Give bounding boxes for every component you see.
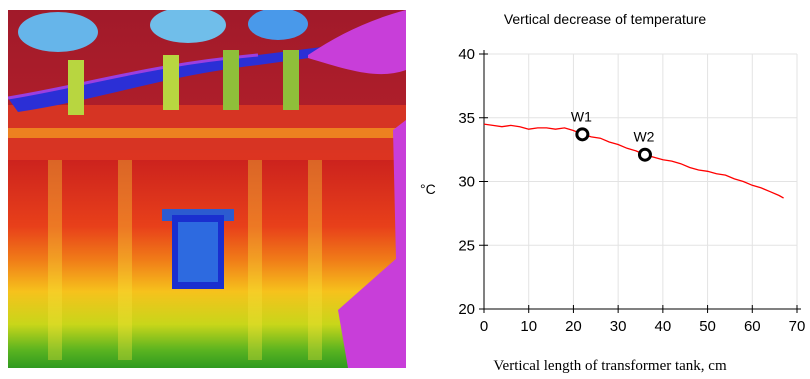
x-tick-label: 10 [520, 318, 537, 335]
marker-w1 [575, 127, 590, 142]
x-tick-label: 50 [699, 318, 716, 335]
thermal-image [8, 10, 406, 368]
y-tick-label: 20 [458, 301, 475, 318]
x-axis-label: Vertical length of transformer tank, cm [493, 358, 727, 374]
x-tick-label: 60 [744, 318, 761, 335]
marker-w1-label: W1 [571, 108, 592, 124]
y-tick-label: 40 [458, 46, 475, 63]
y-tick-label: 35 [458, 110, 475, 127]
insulator-icon [68, 50, 299, 115]
temperature-line [483, 123, 784, 199]
series [483, 123, 784, 199]
inspection-window-icon [162, 209, 234, 289]
bushing-icon [18, 10, 308, 52]
x-tick-label: 40 [655, 318, 672, 335]
marker-w2-label: W2 [633, 129, 654, 145]
y-tick-label: 25 [458, 237, 475, 254]
temperature-chart: Vertical decrease of temperature °C Vert… [420, 11, 805, 374]
tick-labels: 0 10 20 30 40 50 60 70 20 25 30 35 40 [458, 46, 805, 335]
x-tick-label: 30 [610, 318, 627, 335]
y-axis-label: °C [420, 181, 436, 197]
chart-title: Vertical decrease of temperature [504, 11, 707, 27]
x-tick-label: 20 [565, 318, 582, 335]
marker-w2 [637, 147, 652, 162]
y-tick-label: 30 [458, 174, 475, 191]
x-tick-label: 0 [480, 318, 488, 335]
axes [479, 50, 801, 313]
markers: W1 W2 [571, 108, 655, 162]
x-tick-label: 70 [789, 318, 806, 335]
grid [483, 53, 798, 310]
